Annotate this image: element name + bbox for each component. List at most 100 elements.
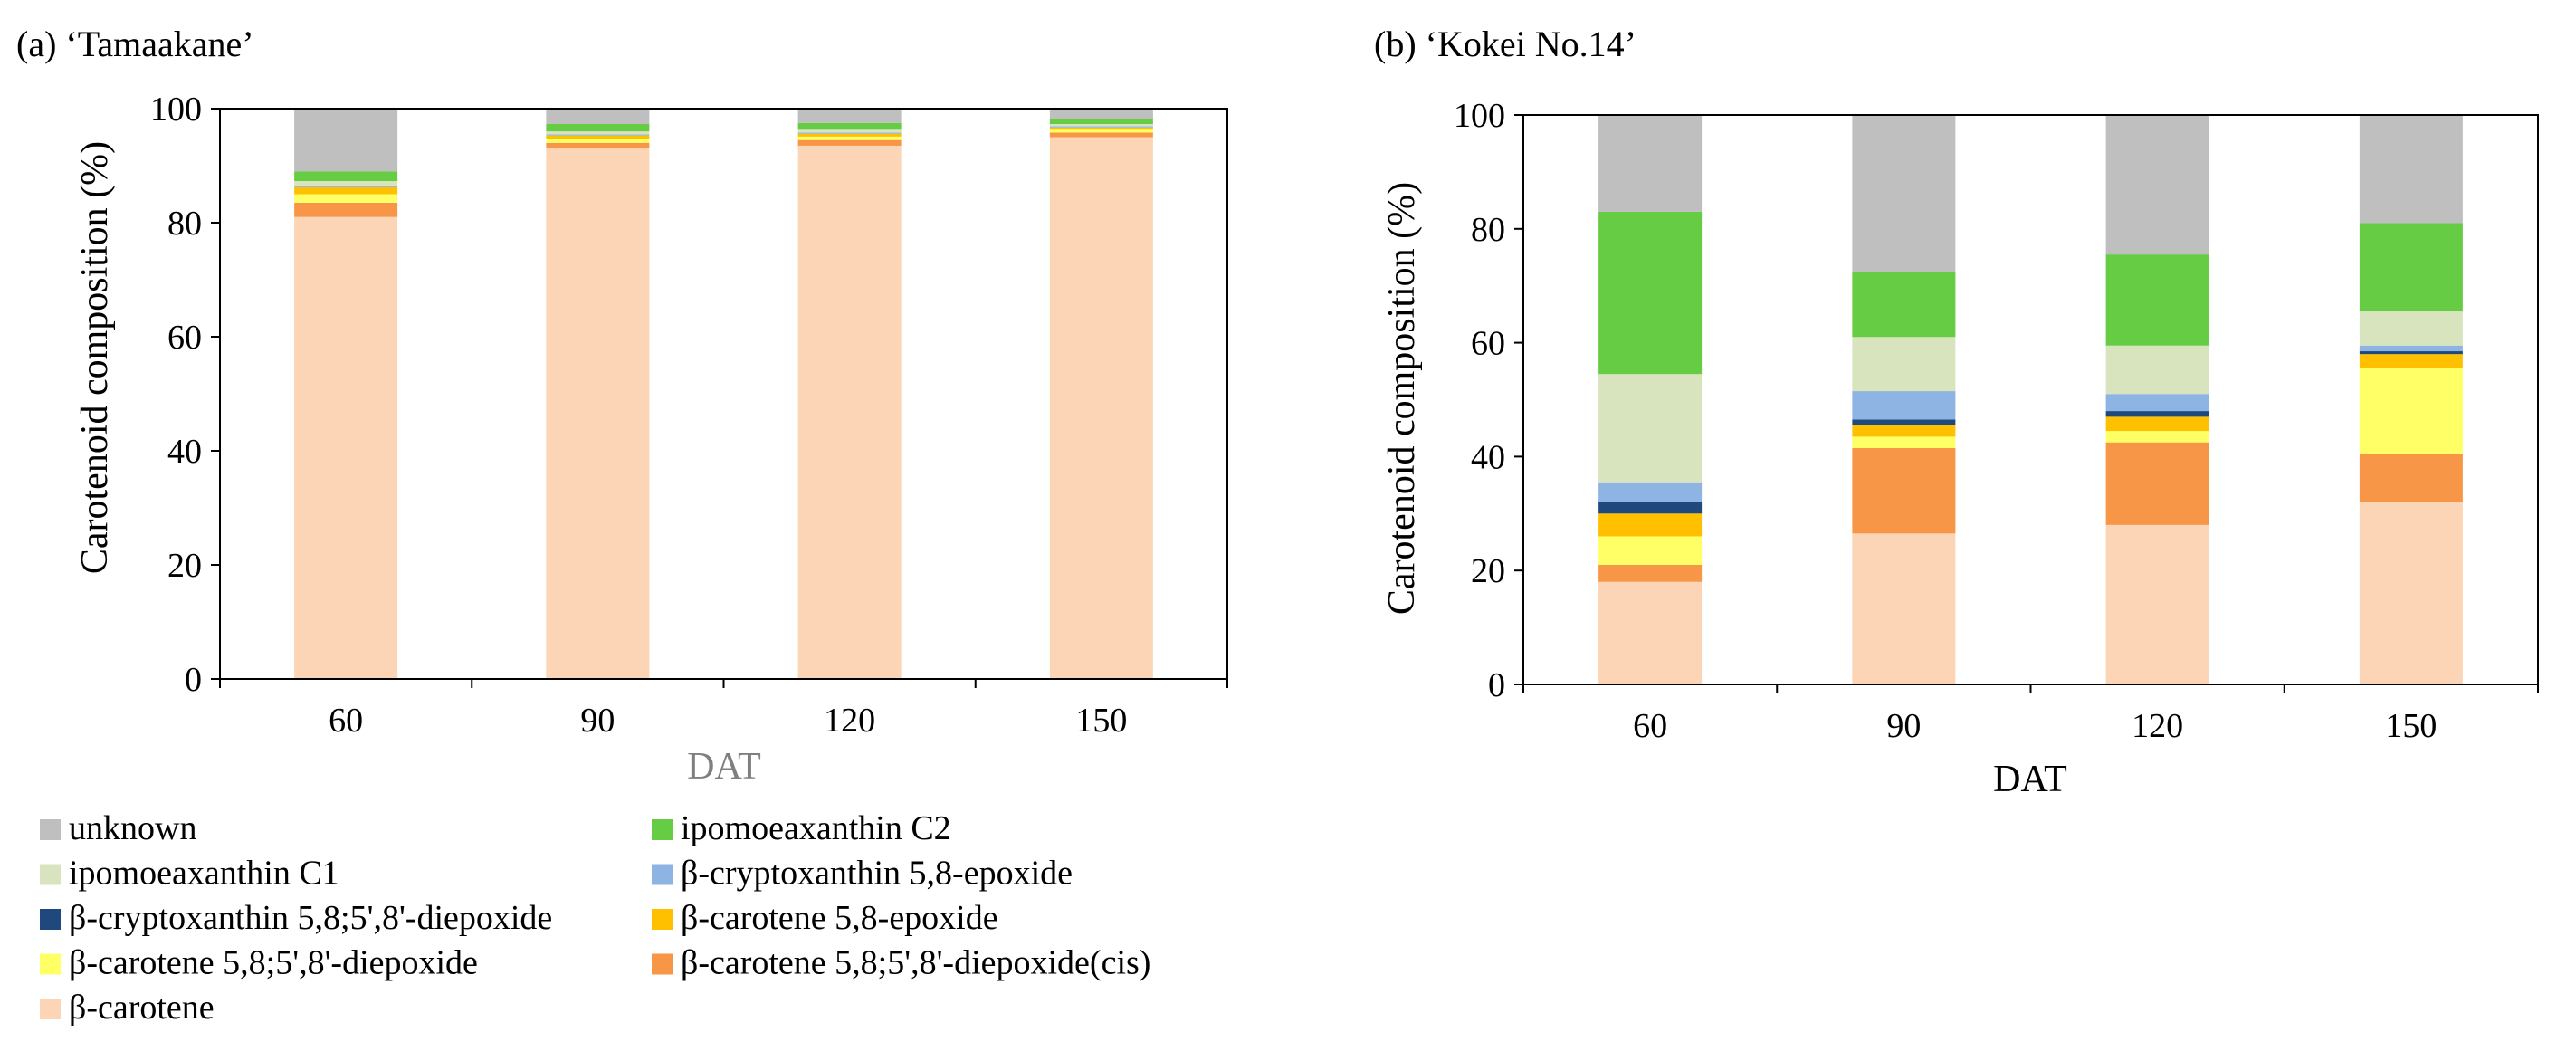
panel-a-y-tick-label: 40 [167,433,202,471]
panel-b-bar-beta_carotene-90 [1852,533,1956,684]
panel-a-x-axis-title: DAT [687,746,761,788]
panel-b-bar-bc_epoxide-150 [2359,354,2463,368]
panel-b-bar-ipo_c2-60 [1598,211,1703,375]
panel-b-y-tick-label: 60 [1471,325,1505,363]
panel-b-x-tick-label: 90 [1886,707,1921,745]
panel-b-y-axis-title: Carotenoid composition (%) [1381,182,1423,615]
panel-a-y-axis-title: Carotenoid composition (%) [74,141,116,574]
panel-b-bar-bc_epoxide-120 [2105,416,2209,432]
panel-a-bar-bc_diepoxide_cis-120 [797,139,902,146]
legend-swatch-ipo_c1 [40,864,61,885]
panel-a-bar-bc_diepoxide-90 [546,139,650,143]
legend-label-ipo_c1: ipomoeaxanthin C1 [69,855,339,893]
panel-a-y-tick-label: 60 [167,319,202,357]
panel-a: (a) ‘Tamaakane’ Carotenoid composition (… [16,24,1228,788]
legend-label-bcx_diepoxide: β-cryptoxanthin 5,8;5',8'-diepoxide [69,899,552,937]
panel-b-bar-ipo_c2-120 [2105,254,2209,346]
legend-swatch-bcx_epoxide [652,864,673,885]
panel-b-bar-bc_epoxide-90 [1852,425,1956,437]
panel-b-x-tick-label: 150 [2385,707,2437,745]
panel-a-bar-bcx_epoxide-90 [546,134,650,136]
panel-a-bar-ipo_c2-60 [294,171,398,182]
panel-a-bar-ipo_c1-90 [546,131,650,135]
panel-b-y-tick-label: 100 [1454,97,1505,135]
legend-label-unknown: unknown [69,809,196,847]
panel-a-bar-bc_epoxide-90 [546,135,650,139]
panel-a-y-tick-label: 80 [167,205,202,243]
legend: unknown ipomoeaxanthin C2 ipomoeaxanthin C… [40,809,1150,1027]
panel-b-y-tick-label: 20 [1471,552,1505,590]
panel-b-bar-bcx_epoxide-90 [1852,391,1956,420]
panel-a-bar-ipo_c2-150 [1049,119,1153,125]
panel-b-bar-beta_carotene-60 [1598,581,1703,684]
panel-a-bar-beta_carotene-60 [294,216,398,679]
panel-b-bar-unknown-120 [2105,115,2209,255]
panel-a-bar-bc_diepoxide_cis-60 [294,202,398,217]
panel-b-bar-bcx_diepoxide-60 [1598,502,1703,514]
panel-b-title: (b) ‘Kokei No.14’ [1374,24,1636,64]
panel-a-x-tick-label: 120 [824,702,875,740]
panel-a-bars [294,109,1153,680]
panel-a-bar-ipo_c1-120 [797,129,902,133]
panel-a-bar-unknown-60 [294,109,398,172]
panel-b-bar-beta_carotene-150 [2359,502,2463,684]
panel-b-bar-unknown-60 [1598,115,1703,212]
panel-b-bar-bcx_diepoxide-90 [1852,419,1956,425]
panel-a-bar-ipo_c1-150 [1049,124,1153,127]
panel-b-bar-bc_diepoxide-60 [1598,536,1703,565]
panel-a-bar-bcx_epoxide-60 [294,186,398,187]
panel-b-bar-ipo_c1-150 [2359,311,2463,346]
panel-a-bar-bc_diepoxide-120 [797,136,902,140]
panel-a-bar-bc_diepoxide_cis-90 [546,142,650,149]
panel-a-x-tick-label: 60 [329,702,363,740]
legend-label-bc_diepoxide: β-carotene 5,8;5',8'-diepoxide [69,944,478,982]
panel-b-bar-ipo_c1-120 [2105,345,2209,395]
panel-a-ticks: 0 20 40 60 80 100 60 90 120 150 [150,91,1228,740]
panel-b-x-tick-label: 120 [2132,707,2183,745]
panel-a-bar-ipo_c2-120 [797,122,902,130]
panel-b-bar-bc_diepoxide-90 [1852,436,1956,448]
panel-a-bar-bc_diepoxide_cis-150 [1049,132,1153,138]
panel-a-x-tick-label: 150 [1075,702,1127,740]
panel-b-bar-ipo_c2-90 [1852,271,1956,338]
panel-a-bar-bc_epoxide-120 [797,133,902,137]
panel-b-bar-bcx_epoxide-60 [1598,482,1703,502]
legend-swatch-unknown [40,819,61,840]
panel-b-bar-beta_carotene-120 [2105,524,2209,684]
panel-b-bar-bc_diepoxide_cis-90 [1852,447,1956,534]
legend-swatch-bc_diepoxide_cis [652,953,673,975]
panel-a-x-tick-label: 90 [580,702,615,740]
panel-b-bar-bcx_epoxide-120 [2105,394,2209,412]
panel-b-bar-bcx_epoxide-150 [2359,345,2463,352]
panel-a-y-tick-label: 0 [185,661,202,699]
panel-a-y-tick-label: 20 [167,547,202,585]
legend-label-beta_carotene: β-carotene [69,989,215,1027]
panel-a-bar-unknown-150 [1049,109,1153,119]
legend-label-bc_epoxide: β-carotene 5,8-epoxide [681,899,998,937]
legend-swatch-ipo_c2 [652,819,673,840]
panel-b-bar-bc_diepoxide_cis-120 [2105,442,2209,525]
panel-a-bar-bcx_epoxide-120 [797,132,902,134]
panel-b-y-tick-label: 40 [1471,438,1505,476]
legend-swatch-bc_epoxide [652,909,673,930]
panel-a-bar-beta_carotene-90 [546,148,650,680]
panel-b-bar-unknown-90 [1852,115,1956,272]
panel-a-bar-unknown-120 [797,109,902,123]
panel-a-y-tick-label: 100 [150,91,202,129]
panel-b-bar-bc_diepoxide-120 [2105,431,2209,443]
legend-label-ipo_c2: ipomoeaxanthin C2 [681,809,951,847]
panel-b-bar-bcx_diepoxide-150 [2359,351,2463,355]
panel-b-ticks: 0 20 40 60 80 100 60 90 120 150 [1454,97,2539,745]
panel-a-bar-bc_diepoxide-60 [294,194,398,203]
panel-b-bar-bcx_diepoxide-120 [2105,411,2209,417]
panel-b-bar-ipo_c1-60 [1598,374,1703,483]
panel-a-title: (a) ‘Tamaakane’ [16,24,254,64]
legend-swatch-bc_diepoxide [40,953,61,975]
panel-b-bar-bc_diepoxide_cis-150 [2359,454,2463,502]
panel-a-bar-beta_carotene-150 [1049,137,1153,679]
panel-b-x-axis-title: DAT [1993,759,2067,800]
panel-a-bar-ipo_c2-90 [546,124,650,132]
legend-label-bcx_epoxide: β-cryptoxanthin 5,8-epoxide [681,855,1073,893]
panel-b-bar-bc_diepoxide_cis-60 [1598,564,1703,582]
